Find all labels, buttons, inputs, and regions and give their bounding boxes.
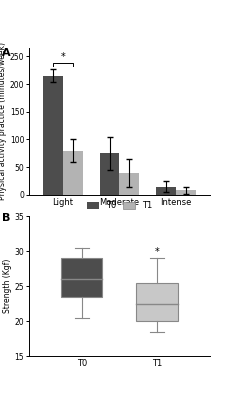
Bar [61, 258, 103, 296]
Text: *: * [61, 52, 65, 62]
Bar [156, 187, 176, 195]
Bar [136, 282, 178, 321]
Bar [176, 190, 195, 195]
Bar [43, 76, 63, 195]
Bar [120, 173, 139, 195]
Y-axis label: Strength (Kgf): Strength (Kgf) [3, 259, 12, 313]
Y-axis label: Physical activity practice (minutes/week): Physical activity practice (minutes/week… [0, 42, 7, 200]
Text: *: * [155, 247, 159, 257]
Bar [100, 153, 119, 195]
Bar [63, 150, 83, 195]
Text: A: A [2, 48, 11, 58]
Text: B: B [2, 213, 10, 223]
Legend: T0, T1: T0, T1 [87, 201, 152, 210]
